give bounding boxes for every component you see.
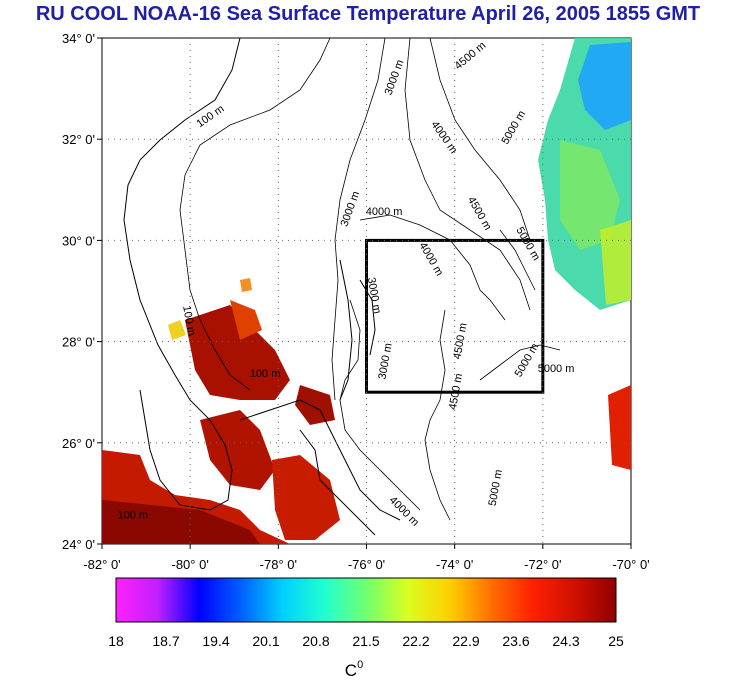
sst-data-southwest [102,278,340,544]
colorbar-tick-label: 22.2 [402,633,429,649]
contour-label: 100 m [180,305,197,337]
contour-label: 5000 m [538,363,575,375]
contour-label: 100 m [118,510,149,522]
colorbar-tick-label: 18.7 [152,633,179,649]
lon-tick-label: -82° 0' [83,557,120,572]
colorbar-tick-label: 18 [108,633,124,649]
lat-tick-label: 26° 0' [62,436,95,451]
lon-tick-label: -74° 0' [436,557,473,572]
unit-base: C [345,661,357,680]
lat-tick-label: 34° 0' [62,31,95,46]
colorbar-tick-label: 21.5 [352,633,379,649]
latitude-axis: 34° 0' 32° 0' 30° 0' 28° 0' 26° 0' 24° 0' [62,31,102,552]
lon-tick-label: -78° 0' [260,557,297,572]
contour-label: 100 m [250,368,281,380]
lat-tick-label: 28° 0' [62,335,95,350]
longitude-axis: -82° 0' -80° 0' -78° 0' -76° 0' -74° 0' -72° … [83,544,650,572]
lat-lon-grid [102,38,631,544]
colorbar-tick-label: 19.4 [202,633,229,649]
colorbar-tick-label: 25 [608,633,624,649]
lon-tick-label: -80° 0' [172,557,209,572]
lat-tick-label: 30° 0' [62,233,95,248]
lon-tick-label: -72° 0' [524,557,561,572]
colorbar-tick-label: 20.8 [302,633,329,649]
lat-tick-label: 24° 0' [62,537,95,552]
colorbar-tick-label: 23.6 [502,633,529,649]
colorbar-tick-label: 22.9 [452,633,479,649]
bathymetry-contours [179,38,561,521]
colorbar-tick-labels: 18 18.7 19.4 20.1 20.8 21.5 22.2 22.9 23.6 24.3 25 [108,633,624,649]
coastline [123,38,401,536]
colorbar: 18 18.7 19.4 20.1 20.8 21.5 22.2 22.9 23.6 24.3 25… [108,577,624,680]
sst-data-east [538,38,631,470]
colorbar-tick-label: 24.3 [552,633,579,649]
lon-tick-label: -70° 0' [612,557,649,572]
colorbar-tick-label: 20.1 [252,633,279,649]
map-title: RU COOL NOAA-16 Sea Surface Temperature … [35,3,701,25]
lat-tick-label: 32° 0' [62,132,95,147]
lon-tick-label: -76° 0' [348,557,385,572]
unit-superscript: 0 [357,659,363,671]
colorbar-unit: C0 [345,659,363,680]
contour-label: 4000 m [366,206,403,218]
colorbar-gradient [115,577,617,623]
